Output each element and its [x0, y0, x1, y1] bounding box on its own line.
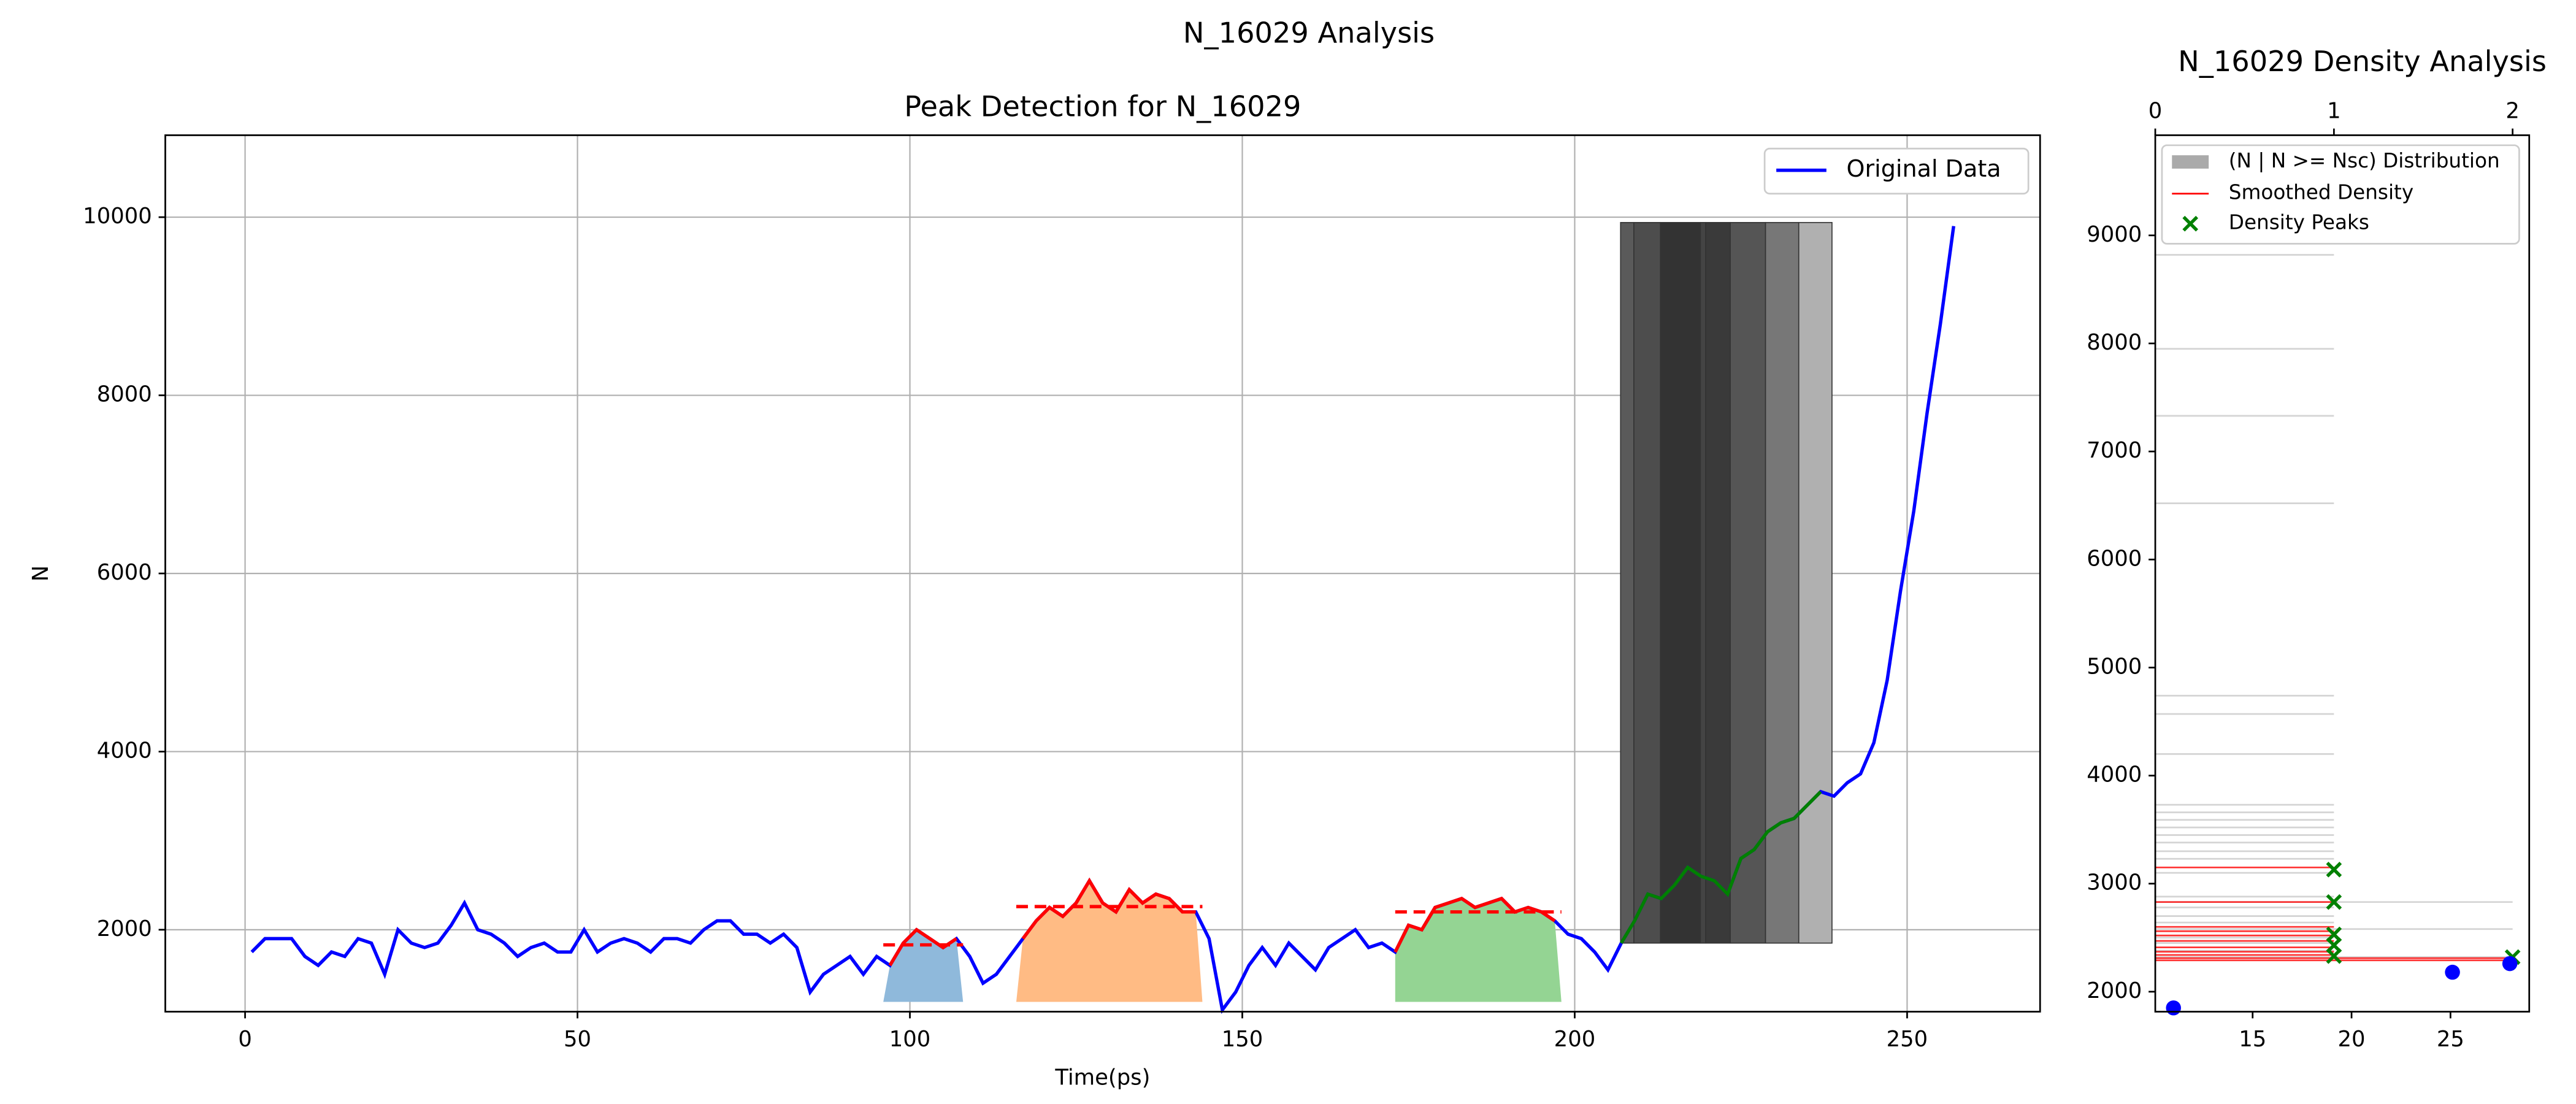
legend-label: Density Peaks [2229, 211, 2369, 234]
x2-tick-label: 25 [2437, 1027, 2464, 1052]
y-tick-label: 7000 [2087, 438, 2142, 463]
peak-fill [1016, 880, 1203, 1002]
figure-title: N_16029 Analysis [1183, 17, 1435, 50]
range-bar [1765, 221, 1800, 944]
y-tick-label: 6000 [97, 560, 152, 585]
x-tick-label: 2 [2505, 98, 2520, 123]
range-bar [1700, 221, 1706, 944]
range-bar [1660, 221, 1701, 944]
legend-box [1763, 147, 2030, 195]
y-tick-label: 4000 [97, 738, 152, 763]
y-tick-label: 3000 [2087, 870, 2142, 895]
plot-frame [2154, 134, 2531, 1013]
chart-title: Peak Detection for N_16029 [904, 90, 1301, 123]
x-tick-label: 1 [2327, 98, 2341, 123]
point [2502, 956, 2518, 972]
range-bar [1633, 221, 1662, 944]
x2-tick-label: 20 [2338, 1027, 2366, 1052]
legend-label: Original Data [1846, 155, 2001, 182]
legend-swatch [2182, 215, 2199, 232]
density-peak [2326, 948, 2342, 964]
y-tick-label: 6000 [2087, 546, 2142, 571]
peak-fill [1395, 899, 1562, 1002]
range-bar [1705, 221, 1731, 944]
y-tick-label: 9000 [2087, 222, 2142, 247]
y-tick-label: 4000 [2087, 762, 2142, 788]
x2-tick-label: 15 [2239, 1027, 2266, 1052]
density-peak [2326, 862, 2342, 878]
x-tick-label: 200 [1554, 1027, 1596, 1052]
y-axis-label: N [28, 565, 53, 581]
x-axis-label: Time(ps) [1054, 1065, 1150, 1090]
x-tick-label: 100 [889, 1027, 931, 1052]
range-bar [1730, 221, 1766, 944]
x-tick-label: 250 [1887, 1027, 1928, 1052]
legend-swatch [2172, 155, 2209, 169]
y-tick-label: 10000 [83, 204, 152, 229]
y-tick-label: 8000 [97, 382, 152, 407]
y-tick-label: 8000 [2087, 330, 2142, 355]
y-tick-label: 2000 [2087, 978, 2142, 1003]
growth-line [1620, 790, 1822, 945]
point [2166, 1000, 2181, 1016]
x-tick-label: 0 [238, 1027, 252, 1052]
x-tick-label: 50 [564, 1027, 591, 1052]
point [2445, 964, 2460, 980]
x-tick-label: 0 [2149, 98, 2163, 123]
legend-label: Smoothed Density [2229, 181, 2413, 204]
legend-box [2161, 144, 2520, 245]
range-bar [1620, 221, 1635, 944]
peak-line [1393, 896, 1556, 953]
chart-title: N_16029 Density Analysis [2178, 45, 2547, 78]
legend-label: (N | N >= Nsc) Distribution [2229, 149, 2500, 172]
y-tick-label: 5000 [2087, 654, 2142, 679]
range-bar [1798, 221, 1833, 944]
y-tick-label: 2000 [97, 916, 152, 941]
x-tick-label: 150 [1222, 1027, 1263, 1052]
density-peak [2326, 894, 2342, 910]
plot-frame [164, 134, 2041, 1013]
